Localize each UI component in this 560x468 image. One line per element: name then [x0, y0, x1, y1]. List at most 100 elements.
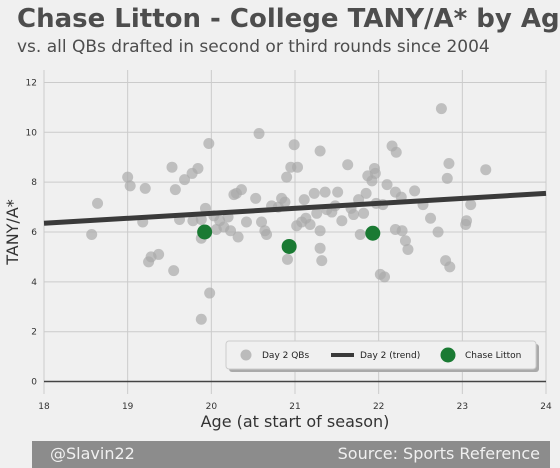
day2-qb-point: [166, 161, 178, 173]
day2-qb-point: [381, 179, 393, 191]
x-tick-label: 23: [457, 402, 468, 412]
chase-litton-points: [197, 224, 381, 254]
day2-qb-point: [288, 139, 300, 151]
x-tick-label: 20: [206, 402, 218, 412]
day2-qb-point: [169, 184, 181, 196]
day2-qb-point: [461, 215, 473, 227]
day2-qb-point: [304, 219, 316, 231]
day2-qb-point: [354, 228, 366, 240]
legend-label-day2-qbs: Day 2 QBs: [262, 351, 309, 361]
day2-qb-point: [358, 207, 370, 219]
day2-qb-point: [360, 187, 372, 199]
day2-qb-point: [369, 167, 381, 179]
source-credit: Source: Sports Reference: [337, 444, 540, 463]
day2-qb-point: [204, 287, 216, 299]
legend-marker-chase-litton: [440, 347, 456, 363]
day2-qb-point: [443, 157, 455, 169]
day2-qb-point: [281, 253, 293, 265]
x-tick-label: 22: [373, 402, 384, 412]
day2-qb-point: [425, 212, 437, 224]
day2-qb-point: [336, 215, 348, 227]
day2-qb-point: [314, 145, 326, 157]
day2-qb-point: [319, 186, 331, 198]
day2-qb-point: [311, 207, 323, 219]
day2-qb-point: [124, 180, 136, 192]
day2-qb-point: [261, 228, 273, 240]
day2-qb-point: [314, 242, 326, 254]
day2-qb-points: [86, 103, 492, 325]
day2-qb-point: [240, 216, 252, 228]
day2-qb-point: [195, 214, 207, 226]
day2-qb-point: [279, 196, 291, 208]
y-tick-label: 4: [31, 278, 37, 288]
day2-qb-point: [250, 192, 262, 204]
day2-qb-point: [435, 103, 447, 115]
day2-qb-point: [168, 265, 180, 277]
chase-litton-point: [365, 225, 381, 241]
grid-lines: [43, 70, 547, 394]
author-handle: @Slavin22: [50, 444, 135, 463]
y-tick-label: 6: [31, 228, 37, 238]
y-tick-label: 0: [31, 378, 37, 388]
day2-qb-point: [432, 226, 444, 238]
day2-qb-point: [308, 187, 320, 199]
day2-qb-point: [314, 225, 326, 237]
chase-litton-point: [197, 224, 213, 240]
chase-litton-point: [281, 238, 297, 254]
footer-bar: @Slavin22 Source: Sports Reference: [32, 441, 550, 468]
day2-qb-point: [139, 182, 151, 194]
day2-qb-point: [203, 138, 215, 150]
day2-qb-point: [342, 159, 354, 171]
x-axis-label: Age (at start of season): [201, 412, 390, 431]
y-tick-label: 10: [26, 128, 38, 138]
day2-qb-point: [235, 184, 247, 196]
x-tick-label: 24: [540, 402, 552, 412]
y-tick-label: 2: [31, 328, 37, 338]
day2-qb-point: [298, 194, 310, 206]
day2-qb-point: [399, 235, 411, 247]
day2-qb-point: [409, 185, 421, 197]
y-tick-label: 12: [26, 78, 37, 88]
day2-qb-point: [92, 197, 104, 209]
legend-label-trend: Day 2 (trend): [360, 351, 420, 361]
day2-qb-point: [379, 271, 391, 283]
day2-qb-point: [402, 243, 414, 255]
day2-qb-point: [396, 225, 408, 237]
day2-qb-point: [465, 199, 477, 211]
x-tick-label: 19: [122, 402, 134, 412]
day2-qb-point: [195, 313, 207, 325]
chart-subtitle: vs. all QBs drafted in second or third r…: [17, 37, 490, 57]
day2-qb-point: [253, 128, 265, 140]
day2-qb-point: [332, 186, 344, 198]
y-axis-label: TANY/A*: [3, 199, 22, 266]
day2-qb-point: [390, 146, 402, 158]
day2-qb-point: [86, 228, 98, 240]
day2-qb-point: [441, 172, 453, 184]
legend: Day 2 QBs Day 2 (trend) Chase Litton: [225, 340, 539, 372]
y-tick-label: 8: [31, 178, 37, 188]
day2-qb-point: [232, 231, 244, 243]
trend-line-group: [43, 190, 547, 226]
chart-title: Chase Litton - College TANY/A* by Age: [17, 4, 560, 34]
day2-qb-point: [316, 255, 328, 267]
trend-line: [43, 190, 547, 226]
x-tick-label: 21: [289, 402, 300, 412]
day2-qb-point: [480, 164, 492, 176]
x-tick-label: 18: [38, 402, 50, 412]
day2-qb-point: [153, 248, 165, 260]
day2-qb-point: [292, 161, 304, 173]
legend-marker-day2-qbs: [240, 349, 252, 361]
day2-qb-point: [348, 209, 360, 221]
day2-qb-point: [179, 174, 191, 186]
day2-qb-point: [444, 261, 456, 273]
day2-qb-point: [256, 216, 268, 228]
day2-qb-point: [187, 215, 199, 227]
day2-qb-point: [122, 171, 134, 183]
legend-label-chase-litton: Chase Litton: [465, 351, 521, 361]
day2-qb-point: [192, 162, 204, 174]
day2-qb-point: [225, 225, 237, 237]
day2-qb-point: [281, 171, 293, 183]
legend-box: [225, 340, 537, 370]
